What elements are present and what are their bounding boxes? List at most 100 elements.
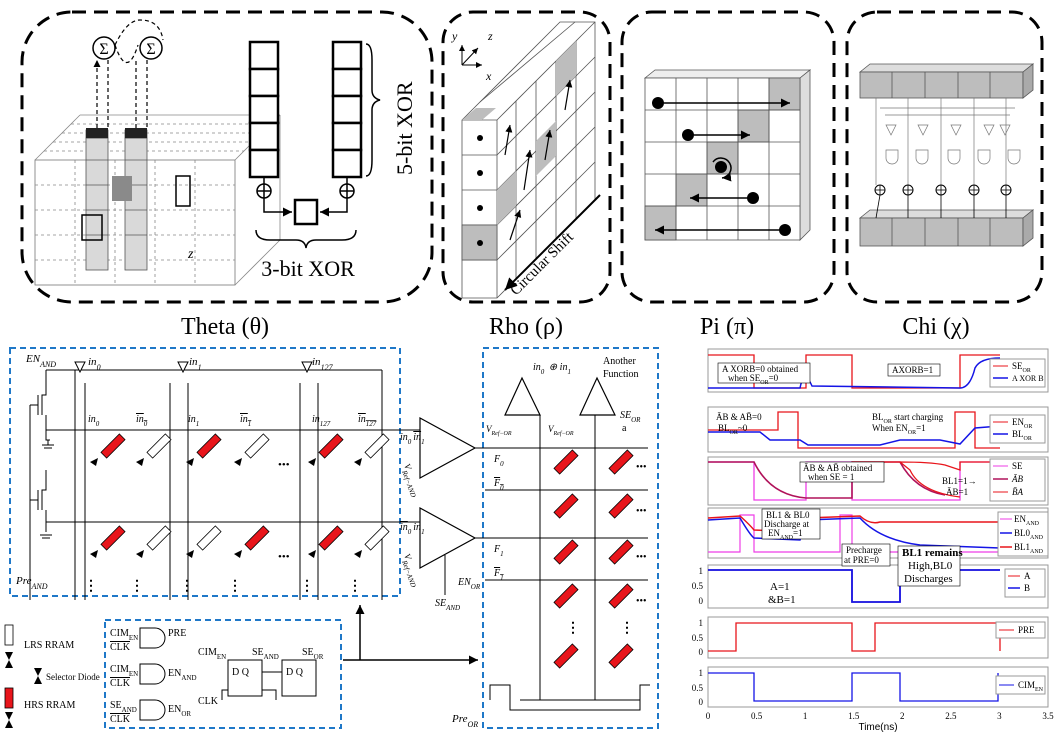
- svg-text:SEOR: SEOR: [302, 647, 324, 661]
- xor-right-icon: [339, 183, 355, 199]
- svg-text:CLK: CLK: [198, 696, 219, 707]
- wave-bl-or: [708, 425, 1001, 446]
- xor-left-icon: [256, 183, 272, 199]
- svg-text:HRS RRAM: HRS RRAM: [24, 700, 76, 711]
- svg-text:⋮: ⋮: [348, 579, 362, 594]
- svg-text:in0 ⊕ in1: in0 ⊕ in1: [533, 362, 571, 376]
- chi-bottom-row: [858, 209, 1035, 247]
- x-tick-label: 1.5: [848, 711, 860, 721]
- svg-text:D Q: D Q: [232, 667, 250, 678]
- svg-text:z: z: [487, 29, 493, 43]
- svg-text:⋮: ⋮: [180, 579, 194, 594]
- svg-text:0.5: 0.5: [692, 633, 704, 643]
- rho-panel: y z x: [441, 10, 612, 304]
- rram-row-1: [90, 525, 390, 558]
- svg-text:BL0AND: BL0AND: [1014, 528, 1044, 541]
- svg-text:in127: in127: [312, 356, 334, 372]
- theta-panel: Σ Σ z: [20, 10, 434, 304]
- theta-title: Theta (θ): [181, 314, 269, 340]
- svg-text:in0: in0: [88, 356, 101, 372]
- svg-text:F1: F1: [493, 568, 504, 582]
- svg-text:0: 0: [699, 596, 704, 606]
- svg-text:⋮: ⋮: [130, 579, 144, 594]
- svg-text:ENOR: ENOR: [1012, 417, 1032, 430]
- svg-text:ĀB: ĀB: [1011, 474, 1023, 484]
- svg-text:CLK: CLK: [110, 678, 131, 689]
- sigma-left-icon: Σ: [92, 36, 116, 60]
- chi-panel: [845, 10, 1044, 304]
- xor5-column-left: [248, 40, 280, 179]
- svg-text:&B=1: &B=1: [768, 594, 796, 606]
- svg-text:A XORB=0 obtained: A XORB=0 obtained: [722, 364, 799, 374]
- svg-text:•••: •••: [278, 459, 290, 471]
- svg-text:CLK: CLK: [110, 714, 131, 725]
- svg-text:⋮: ⋮: [620, 621, 634, 636]
- wave-ab: [708, 461, 946, 499]
- svg-text:VRef−OR: VRef−OR: [486, 424, 512, 437]
- pre-and-label: PreAND: [15, 575, 48, 591]
- svg-text:SEOR: SEOR: [1012, 361, 1031, 374]
- wave-pre: [708, 622, 1001, 652]
- svg-text:Σ: Σ: [146, 41, 155, 58]
- svg-text:1: 1: [699, 566, 704, 576]
- svg-text:SEAND: SEAND: [252, 647, 279, 661]
- svg-text:SEOR: SEOR: [620, 410, 641, 424]
- x-tick-label: 3: [997, 711, 1002, 721]
- logic-border: [104, 619, 342, 729]
- svg-text:A XOR B: A XOR B: [1012, 374, 1044, 383]
- svg-text:Discharges: Discharges: [904, 573, 953, 585]
- svg-text:PRE: PRE: [1018, 625, 1035, 635]
- theta-z-label: z: [187, 247, 194, 262]
- svg-text:y: y: [451, 29, 458, 43]
- svg-text:x: x: [485, 69, 492, 83]
- svg-text:0.5: 0.5: [692, 581, 704, 591]
- svg-text:•••: •••: [636, 506, 647, 517]
- sense-amp-and-1: [419, 506, 477, 570]
- waveform-xlabel: Time(ns): [858, 722, 897, 733]
- pi-panel: [620, 10, 836, 304]
- sigma-right-icon: Σ: [139, 36, 163, 60]
- svg-text:PRE: PRE: [168, 628, 186, 639]
- svg-text:ENAND: ENAND: [168, 668, 197, 682]
- pre-or-label: PreOR: [451, 713, 478, 729]
- svg-text:B̄A: B̄A: [1012, 487, 1023, 497]
- and-array-circuit: in0 in1 in127 ENAND in0 in0 in1 in1 in12…: [4, 347, 659, 729]
- svg-text:at PRE=0: at PRE=0: [844, 555, 879, 565]
- control-logic: CIMEN CLK PRE CIMEN CLK ENAND SEAND CLK …: [110, 627, 324, 725]
- svg-text:ENAND=1: ENAND=1: [768, 528, 803, 541]
- svg-text:BL1 remains: BL1 remains: [902, 547, 963, 559]
- or-sense-amp-0: [504, 376, 541, 416]
- svg-text:in0: in0: [136, 414, 148, 428]
- svg-text:SEAND: SEAND: [110, 700, 137, 714]
- x-tick-label: 2.5: [945, 711, 957, 721]
- svg-text:B: B: [1024, 583, 1030, 593]
- svg-text:ĀB & AB̄ obtained: ĀB & AB̄ obtained: [803, 463, 873, 473]
- theta-highlight-left: [81, 214, 103, 241]
- xor-result-bit: [293, 198, 319, 226]
- svg-text:ĀB=1: ĀB=1: [946, 487, 968, 497]
- svg-text:BLOR: BLOR: [1012, 429, 1032, 442]
- wave-cim-en: [708, 672, 999, 702]
- theta-highlight-right: [175, 175, 191, 207]
- svg-text:CIMEN: CIMEN: [110, 628, 138, 642]
- chi-wiring: [875, 98, 1021, 185]
- svg-text:Function: Function: [603, 369, 639, 380]
- svg-text:BL1=1→: BL1=1→: [942, 476, 977, 486]
- wave-panel-cim: [707, 666, 1049, 708]
- svg-text:F1: F1: [493, 544, 504, 558]
- svg-text:A=1: A=1: [770, 581, 790, 593]
- svg-text:Precharge: Precharge: [846, 545, 882, 555]
- chi-title: Chi (χ): [902, 314, 969, 340]
- xor5-label: 5-bit XOR: [392, 81, 417, 175]
- or-sense-amp-1: [579, 376, 616, 416]
- svg-text:⋮: ⋮: [566, 621, 580, 636]
- en-and-label: ENAND: [25, 353, 56, 369]
- svg-text:•••: •••: [636, 552, 647, 563]
- svg-text:⋮: ⋮: [300, 579, 314, 594]
- svg-text:BL1 & BL0: BL1 & BL0: [766, 510, 810, 520]
- svg-text:ENOR: ENOR: [168, 704, 191, 718]
- rho-shift-arrow: [504, 194, 601, 291]
- svg-text:•••: •••: [636, 462, 647, 473]
- svg-text:CIMEN: CIMEN: [110, 664, 138, 678]
